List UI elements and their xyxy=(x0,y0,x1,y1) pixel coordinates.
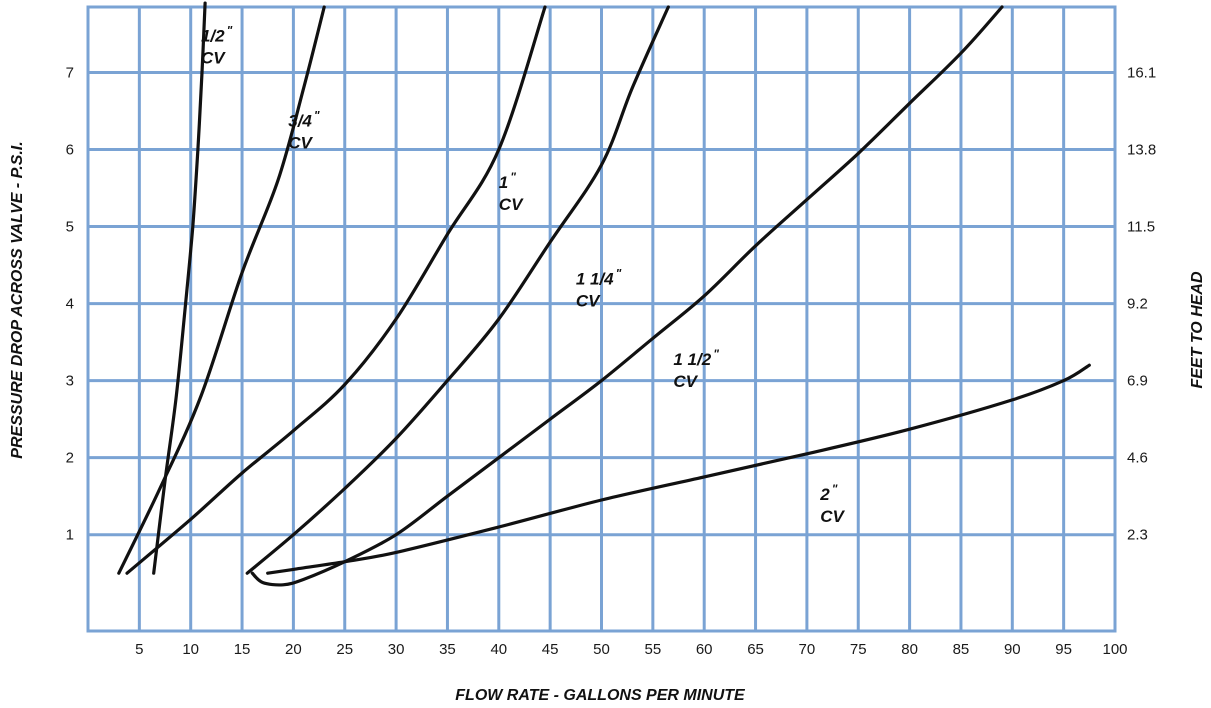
right-tick-label: 13.8 xyxy=(1127,142,1156,159)
x-tick-label: 95 xyxy=(1055,641,1072,658)
curve-1-1-4 xyxy=(245,5,670,575)
x-tick-label: 75 xyxy=(850,641,867,658)
curve-1-1-2 xyxy=(250,5,1004,587)
curve-label-size: 1/2 xyxy=(201,27,225,46)
x-tick-label: 10 xyxy=(182,641,199,658)
curve-label-cv: CV xyxy=(820,507,845,526)
x-tick-label: 100 xyxy=(1102,641,1127,658)
x-axis-title: FLOW RATE - GALLONS PER MINUTE xyxy=(455,687,746,704)
grid-lines xyxy=(88,7,1115,631)
right-tick-label: 6.9 xyxy=(1127,373,1148,390)
curve-label-size: 1 1/2 xyxy=(673,350,711,369)
y-tick-label: 5 xyxy=(66,219,74,236)
curve-label-size: 3/4 xyxy=(288,111,312,130)
y-tick-label: 6 xyxy=(66,142,74,159)
x-tick-label: 50 xyxy=(593,641,610,658)
curve-label-inch-mark: " xyxy=(616,266,622,280)
x-tick-label: 55 xyxy=(645,641,662,658)
x-tick-label: 15 xyxy=(234,641,251,658)
y-tick-label: 3 xyxy=(66,373,74,390)
y-tick-label: 7 xyxy=(66,64,74,81)
right-tick-label: 16.1 xyxy=(1127,64,1156,81)
curve-label-size: 1 xyxy=(499,173,508,192)
x-tick-label: 60 xyxy=(696,641,713,658)
right-axis-tick-labels: 2.3 4.6 6.9 9.2 11.5 13.8 16.1 xyxy=(1127,64,1156,543)
x-tick-label: 25 xyxy=(336,641,353,658)
x-tick-label: 20 xyxy=(285,641,302,658)
x-tick-label: 85 xyxy=(953,641,970,658)
curve-label-cv: CV xyxy=(576,291,601,310)
right-axis-title: FEET TO HEAD xyxy=(1189,271,1206,388)
curve-2 xyxy=(266,363,1091,575)
y-axis-title: PRESSURE DROP ACROSS VALVE - P.S.I. xyxy=(9,141,26,458)
curve-label-inch-mark: " xyxy=(832,482,838,496)
x-tick-label: 35 xyxy=(439,641,456,658)
curve-label-inch-mark: " xyxy=(713,347,719,361)
curve-label-inch-mark: " xyxy=(314,108,320,122)
curve-3-4 xyxy=(117,5,326,575)
right-tick-label: 9.2 xyxy=(1127,296,1148,313)
curve-1 xyxy=(125,5,547,575)
right-tick-label: 4.6 xyxy=(1127,450,1148,467)
curve-labels: 1/2 "CV3/4 "CV1 "CV1 1/4 "CV1 1/2 "CV2 "CV xyxy=(201,24,846,526)
y-tick-label: 2 xyxy=(66,450,74,467)
y-tick-label: 1 xyxy=(66,527,74,544)
curve-label-cv: CV xyxy=(288,133,313,152)
flow-curves xyxy=(117,1,1091,587)
curve-label-cv: CV xyxy=(673,372,698,391)
x-tick-label: 70 xyxy=(799,641,816,658)
curve-label-inch-mark: " xyxy=(510,170,516,184)
plot-area-frame xyxy=(86,5,1117,633)
x-tick-label: 45 xyxy=(542,641,559,658)
x-tick-label: 5 xyxy=(135,641,143,658)
y-tick-label: 4 xyxy=(66,296,74,313)
curve-label-cv: CV xyxy=(201,49,226,68)
x-tick-label: 80 xyxy=(901,641,918,658)
curve-label-size: 2 xyxy=(819,485,830,504)
right-tick-label: 2.3 xyxy=(1127,527,1148,544)
x-tick-label: 90 xyxy=(1004,641,1021,658)
right-tick-label: 11.5 xyxy=(1127,219,1155,236)
curve-label-size: 1 1/4 xyxy=(576,269,614,288)
x-tick-label: 40 xyxy=(490,641,507,658)
y-axis-tick-labels: 1 2 3 4 5 6 7 xyxy=(66,64,74,543)
x-axis-tick-labels: 5 10 15 20 25 30 35 40 45 50 55 60 65 70 75 80 85 90 95 100 xyxy=(135,641,1127,658)
curve-label-cv: CV xyxy=(499,195,524,214)
x-tick-label: 30 xyxy=(388,641,405,658)
curve-label-inch-mark: " xyxy=(227,24,233,38)
x-tick-label: 65 xyxy=(747,641,764,658)
